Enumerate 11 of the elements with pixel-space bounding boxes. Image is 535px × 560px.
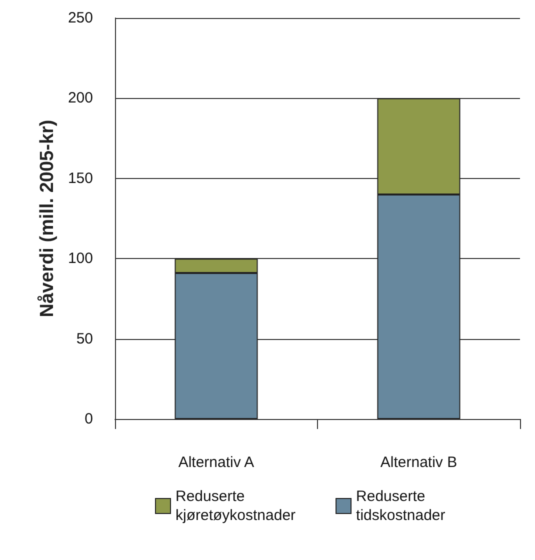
y-tick-label: 50 [76, 330, 93, 348]
legend-label: Reduserte kjøretøykostnader [176, 488, 296, 524]
y-tick-label: 250 [68, 10, 93, 26]
y-axis-title: Nåverdi (mill. 2005-kr) [37, 120, 58, 318]
y-tick-label: 150 [68, 170, 93, 187]
y-tick-label: 200 [68, 90, 93, 107]
legend-label: Reduserte tidskostnader [356, 488, 446, 524]
y-tick-label: 0 [84, 410, 93, 428]
x-tick-label: Alternativ A [178, 454, 254, 471]
x-tick-label: Alternativ B [380, 454, 458, 471]
y-tick-label: 100 [68, 250, 93, 268]
